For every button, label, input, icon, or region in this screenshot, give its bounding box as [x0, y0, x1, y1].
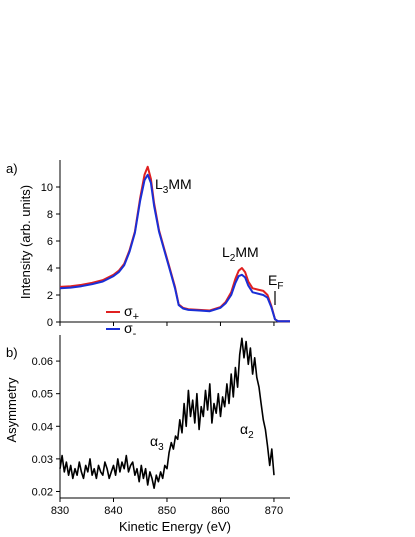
legend-label-sigma-minus: σ- [124, 320, 137, 340]
alpha2-annotation: α2 [240, 421, 254, 441]
ef-sub: F [277, 281, 283, 292]
l3mm-rest: MM [168, 176, 191, 192]
alpha3-annotation: α3 [150, 433, 164, 453]
l3mm-main: L [155, 176, 163, 192]
panel-b-label: b) [6, 345, 18, 360]
panel-b-ylabel: Asymmetry [4, 377, 19, 443]
legend-label-sigma-plus: σ+ [124, 303, 139, 323]
panel-b-ytick-label: 0.03 [32, 454, 53, 466]
panel-b-xtick-label: 850 [158, 505, 176, 517]
l3mm-sub: 3 [163, 185, 169, 196]
panel-b-ytick-label: 0.04 [32, 421, 53, 433]
panel-a-series-line-1 [59, 173, 290, 323]
panel-b-xtick-label: 860 [211, 505, 229, 517]
l2mm-annotation: L2MM [222, 244, 259, 264]
panel-a-ylabel: Intensity (arb. units) [18, 185, 33, 299]
legend-sigma-plus-sub: + [133, 311, 139, 323]
panel-b-ytick-label: 0.06 [32, 356, 53, 368]
panel-b: b) Asymmetry 0.02 0.03 0.04 0.05 0.06 830 840… [4, 335, 290, 534]
panel-b-xtick-label: 840 [104, 505, 122, 517]
alpha2-main: α [240, 421, 248, 437]
panel-a-ytick-label: 2 [47, 290, 53, 302]
ef-main: E [268, 272, 277, 288]
ef-annotation: EF [268, 272, 283, 292]
panel-b-x-ticks: 830 840 850 860 870 [51, 498, 283, 517]
legend-sigma-minus-main: σ [124, 320, 133, 336]
l2mm-rest: MM [235, 244, 258, 260]
panel-a-series [59, 165, 290, 323]
panel-a-ytick-label: 10 [41, 182, 53, 194]
panel-a-ytick-label: 0 [47, 317, 53, 329]
panel-b-xlabel: Kinetic Energy (eV) [119, 519, 231, 534]
panel-b-ytick-label: 0.05 [32, 389, 53, 401]
panel-b-xtick-label: 830 [51, 505, 69, 517]
legend-sigma-plus-main: σ [124, 303, 133, 319]
legend: σ+ σ- [106, 303, 139, 340]
panel-b-series [59, 337, 275, 490]
alpha2-sub: 2 [248, 430, 254, 441]
panel-a-x-ticks [59, 322, 275, 326]
panel-b-y-ticks: 0.02 0.03 0.04 0.05 0.06 [32, 356, 60, 498]
panel-b-series-line-0 [59, 337, 275, 490]
l3mm-annotation: L3MM [155, 176, 192, 196]
legend-sigma-minus-sub: - [133, 328, 137, 340]
panel-b-xtick-label: 870 [265, 505, 283, 517]
l2mm-main: L [222, 244, 230, 260]
panel-a-ytick-label: 6 [47, 236, 53, 248]
panel-a-ytick-label: 8 [47, 209, 53, 221]
panel-b-ytick-label: 0.02 [32, 486, 53, 498]
alpha3-main: α [150, 433, 158, 449]
panel-a-y-ticks: 0 2 4 6 8 10 [41, 182, 60, 329]
alpha3-sub: 3 [158, 442, 164, 453]
panel-a-ytick-label: 4 [47, 263, 53, 275]
panel-a-label: a) [6, 161, 18, 176]
l2mm-sub: 2 [230, 253, 236, 264]
